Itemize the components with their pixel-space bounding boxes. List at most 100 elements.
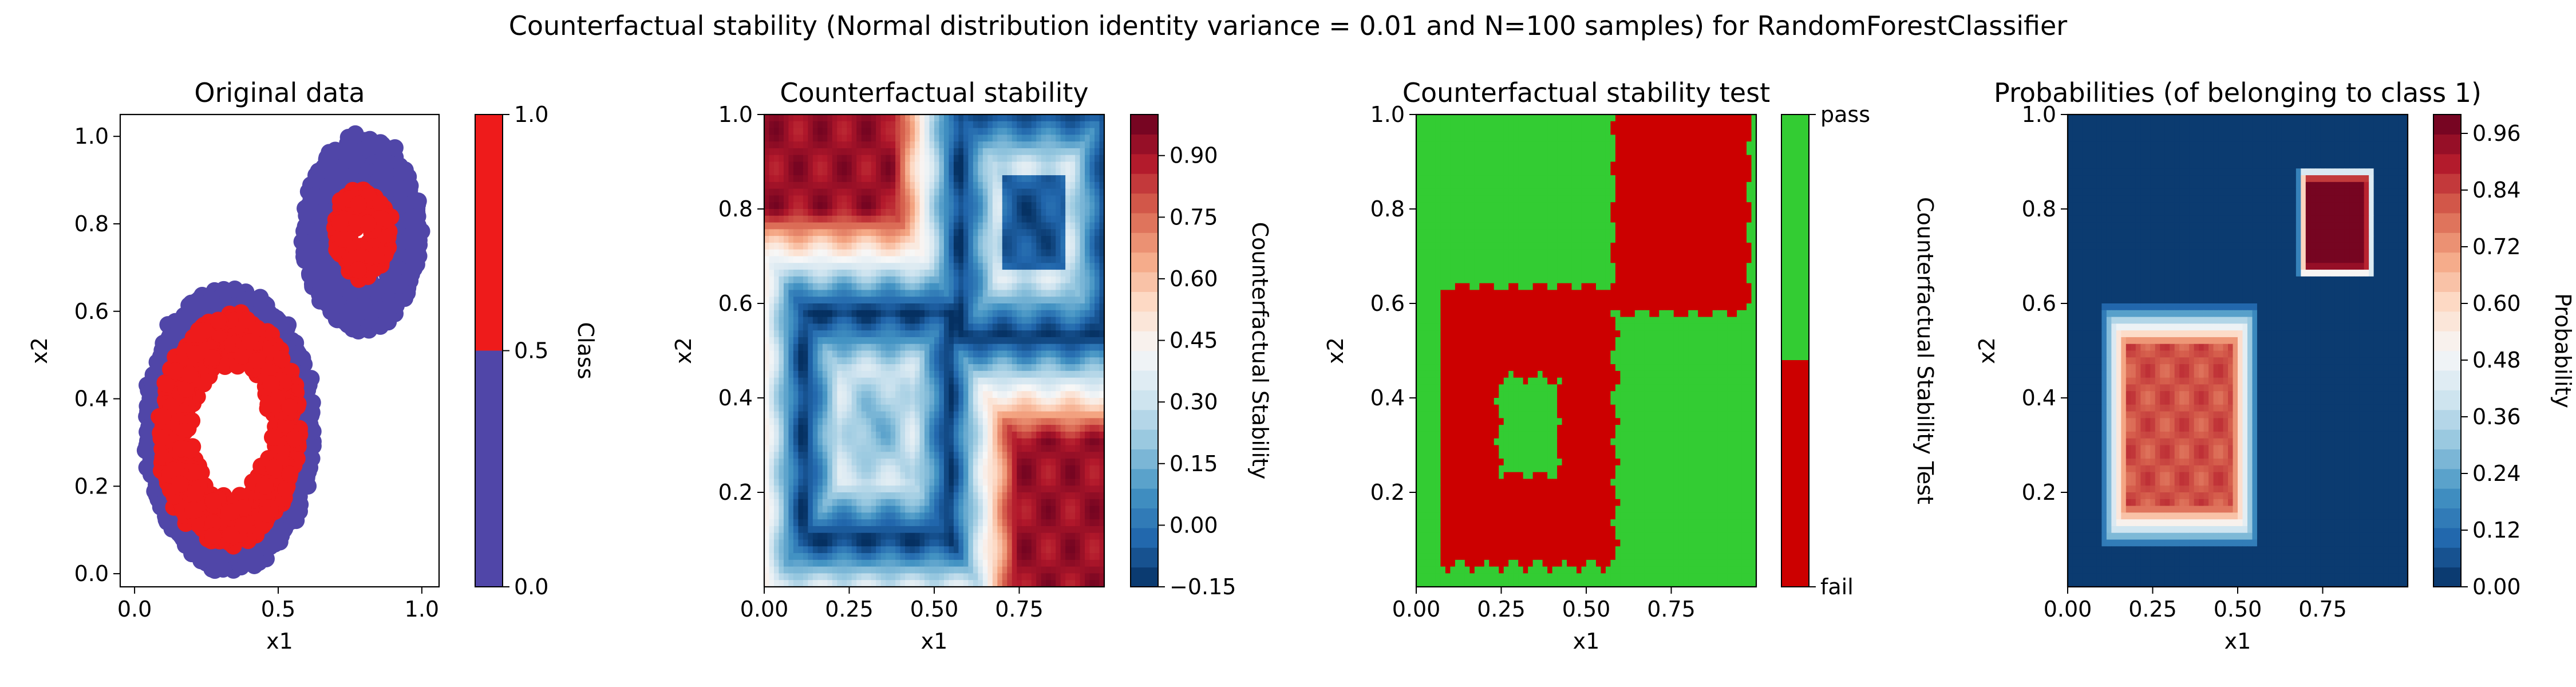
- heatmap-cell: [939, 121, 945, 129]
- heatmap-cell: [1050, 242, 1056, 250]
- heatmap-cell: [1012, 175, 1017, 183]
- heatmap-cell: [992, 121, 998, 129]
- heatmap-cell: [1099, 215, 1104, 223]
- heatmap-cell: [929, 276, 935, 284]
- heatmap-cell: [769, 181, 775, 189]
- heatmap-cell: [1089, 242, 1095, 250]
- heatmap-cell: [1036, 276, 1042, 284]
- heatmap-cell: [808, 148, 813, 156]
- heatmap-cell: [1095, 236, 1100, 243]
- heatmap-cell: [847, 229, 852, 236]
- heatmap-cell: [1056, 297, 1061, 304]
- heatmap-cell: [764, 222, 770, 230]
- heatmap-cell: [973, 297, 978, 304]
- heatmap-cell: [847, 283, 852, 291]
- heatmap-cell: [992, 270, 998, 277]
- scatter-point-class-1: [350, 196, 368, 214]
- heatmap-cell: [788, 202, 794, 210]
- heatmap-cell: [1085, 290, 1091, 297]
- heatmap-cell: [978, 263, 983, 270]
- heatmap-cell: [943, 181, 950, 189]
- scatter-point-class-0: [321, 175, 338, 192]
- heatmap-cell: [968, 242, 974, 250]
- heatmap-cell: [1012, 317, 1017, 324]
- heatmap-cell: [919, 148, 925, 156]
- heatmap-cell: [817, 121, 823, 129]
- heatmap-cell: [963, 168, 969, 176]
- heatmap-cell: [895, 114, 901, 122]
- heatmap-cell: [871, 283, 876, 291]
- heatmap-cell: [973, 290, 978, 297]
- heatmap-cell: [822, 135, 828, 142]
- heatmap-cell: [856, 161, 862, 169]
- heatmap-cell: [943, 249, 950, 257]
- heatmap-cell: [1095, 270, 1100, 277]
- heatmap-cell: [793, 249, 799, 257]
- heatmap-cell: [793, 181, 799, 189]
- heatmap-cell: [1070, 188, 1076, 196]
- heatmap-cell: [978, 188, 983, 196]
- heatmap-cell: [1060, 263, 1066, 270]
- heatmap-cell: [987, 249, 993, 257]
- heatmap-cell: [890, 128, 896, 135]
- heatmap-cell: [837, 256, 843, 263]
- heatmap-cell: [876, 209, 882, 216]
- heatmap-cell: [924, 128, 930, 135]
- heatmap-cell: [982, 161, 988, 169]
- heatmap-cell: [832, 249, 837, 257]
- heatmap-cell: [1012, 249, 1017, 257]
- heatmap-cell: [1002, 236, 1008, 243]
- heatmap-cell: [861, 303, 867, 311]
- heatmap-cell: [779, 222, 784, 230]
- heatmap-cell: [1050, 317, 1056, 324]
- heatmap-cell: [1070, 181, 1076, 189]
- heatmap-cell: [793, 297, 799, 304]
- heatmap-cell: [1080, 148, 1085, 156]
- heatmap-cell: [890, 135, 896, 142]
- heatmap-cell: [847, 175, 852, 183]
- heatmap-cell: [1036, 242, 1042, 250]
- heatmap-cell: [905, 290, 911, 297]
- heatmap-cell: [1070, 161, 1076, 169]
- heatmap-cell: [910, 128, 915, 135]
- heatmap-cell: [1050, 175, 1056, 183]
- heatmap-cell: [929, 249, 935, 257]
- heatmap-cell: [817, 256, 823, 263]
- heatmap-cell: [943, 242, 950, 250]
- scatter-point-class-0: [346, 307, 364, 325]
- heatmap-cell: [895, 181, 901, 189]
- heatmap-cell: [1085, 188, 1091, 196]
- heatmap-cell: [832, 202, 837, 210]
- heatmap-cell: [1046, 135, 1052, 142]
- heatmap-cell: [1070, 256, 1076, 263]
- heatmap-cell: [841, 263, 847, 270]
- heatmap-cell: [1017, 168, 1022, 176]
- heatmap-cell: [997, 161, 1003, 169]
- heatmap-cell: [910, 236, 915, 243]
- heatmap-cell: [890, 323, 896, 331]
- heatmap-cell: [861, 236, 867, 243]
- heatmap-cell: [992, 168, 998, 176]
- heatmap-cell: [915, 175, 920, 183]
- heatmap-cell: [798, 148, 804, 156]
- heatmap-cell: [837, 188, 843, 196]
- heatmap-cell: [812, 249, 818, 257]
- heatmap-cell: [1026, 249, 1032, 257]
- heatmap-cell: [817, 141, 823, 149]
- heatmap-cell: [861, 249, 867, 257]
- heatmap-cell: [890, 141, 896, 149]
- heatmap-cell: [963, 141, 969, 149]
- heatmap-cell: [1002, 270, 1008, 277]
- heatmap-cell: [827, 236, 833, 243]
- heatmap-cell: [808, 276, 813, 284]
- heatmap-cell: [987, 141, 993, 149]
- heatmap-cell: [827, 303, 833, 311]
- heatmap-cell: [876, 263, 882, 270]
- heatmap-cell: [924, 256, 930, 263]
- heatmap-cell: [968, 215, 974, 223]
- heatmap-cell: [832, 236, 837, 243]
- heatmap-cell: [793, 242, 799, 250]
- heatmap-cell: [910, 270, 915, 277]
- heatmap-cell: [837, 128, 843, 135]
- scatter-point-class-0: [394, 195, 412, 213]
